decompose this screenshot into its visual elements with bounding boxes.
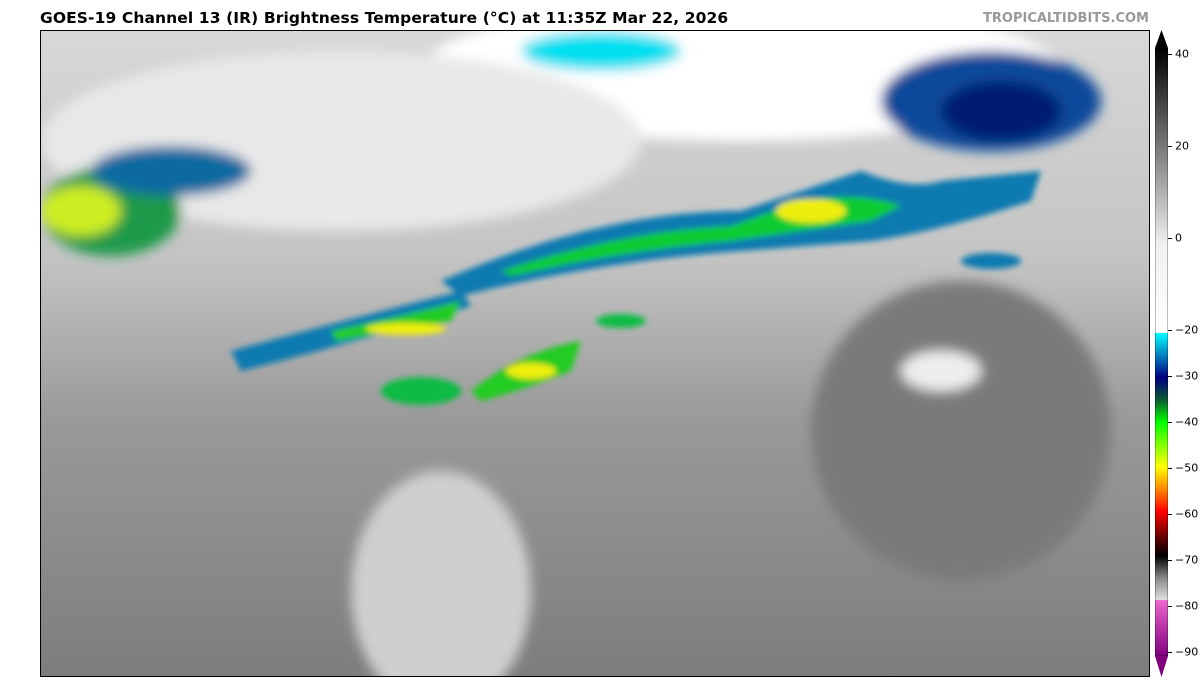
colorbar-tick-mark	[1168, 146, 1172, 147]
colorbar-tick-mark	[1168, 422, 1172, 423]
colorbar-tick-mark	[1168, 468, 1172, 469]
colorbar-tick-label: 0	[1175, 231, 1182, 245]
colorbar-tick-mark	[1168, 606, 1172, 607]
colorbar-tick-label: −60	[1175, 507, 1199, 521]
colorbar-tick-label: 40	[1175, 47, 1189, 61]
colorbar-tick-mark	[1168, 652, 1172, 653]
temperature-colorbar	[1155, 30, 1168, 677]
colorbar-tick-mark	[1168, 560, 1172, 561]
colorbar-tick-label: −20	[1175, 323, 1199, 337]
map-title: GOES-19 Channel 13 (IR) Brightness Tempe…	[40, 9, 729, 27]
satellite-map	[40, 30, 1150, 677]
colorbar-tick-label: 20	[1175, 139, 1189, 153]
colorbar-tick-mark	[1168, 376, 1172, 377]
colorbar-tick-label: −90	[1175, 645, 1199, 659]
colorbar-tick-label: −30	[1175, 369, 1199, 383]
colorbar-gradient	[1155, 47, 1168, 657]
colorbar-tick-label: −50	[1175, 461, 1199, 475]
colorbar-tick-mark	[1168, 514, 1172, 515]
colorbar-min-arrow	[1155, 656, 1168, 677]
colorbar-tick-label: −70	[1175, 553, 1199, 567]
site-watermark: TROPICALTIDBITS.COM	[983, 11, 1149, 26]
colorbar-tick-label: −40	[1175, 415, 1199, 429]
colorbar-tick-mark	[1168, 54, 1172, 55]
colorbar-tick-mark	[1168, 330, 1172, 331]
colorbar-max-arrow	[1155, 30, 1168, 48]
colorbar-tick-mark	[1168, 238, 1172, 239]
cloud-layer	[41, 31, 1111, 676]
colorbar-tick-label: −80	[1175, 599, 1199, 613]
